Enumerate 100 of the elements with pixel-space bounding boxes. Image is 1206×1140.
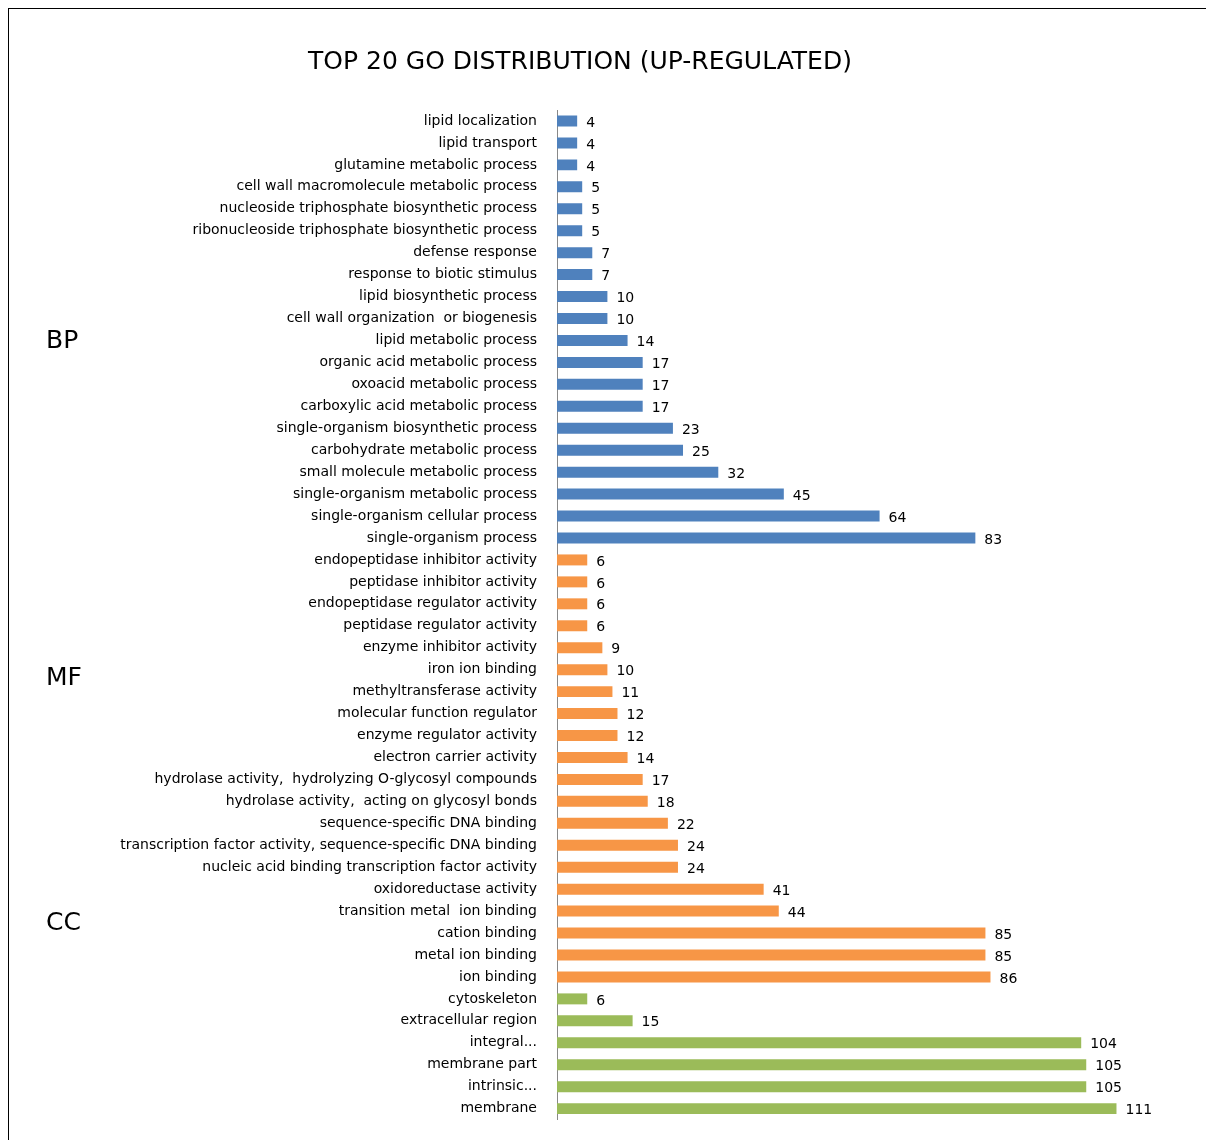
y-tick-label: sequence-specific DNA binding bbox=[319, 813, 537, 830]
y-tick-label: transcription factor activity, sequence-specific DNA binding bbox=[120, 835, 537, 852]
data-label: 17 bbox=[651, 376, 670, 393]
data-label: 32 bbox=[727, 464, 746, 481]
text: CC bbox=[46, 907, 81, 936]
bar bbox=[557, 334, 628, 346]
chart-title: TOP 20 GO DISTRIBUTION (UP-REGULATED) bbox=[307, 46, 853, 75]
bar bbox=[557, 1059, 1087, 1071]
data-label: 4 bbox=[586, 135, 596, 152]
data-label: 10 bbox=[616, 662, 635, 679]
y-tick-label: enzyme inhibitor activity bbox=[363, 638, 537, 655]
y-tick-label: carbohydrate metabolic process bbox=[311, 440, 537, 457]
data-label: 12 bbox=[626, 706, 645, 723]
y-tick-label: cytoskeleton bbox=[448, 989, 537, 1006]
data-label: 17 bbox=[651, 772, 670, 789]
bar bbox=[557, 664, 608, 676]
bar bbox=[557, 137, 578, 149]
bar bbox=[557, 883, 764, 895]
bar bbox=[557, 400, 643, 412]
data-label: 6 bbox=[596, 618, 606, 635]
data-label: 6 bbox=[596, 991, 606, 1008]
data-label: 6 bbox=[596, 552, 606, 569]
bar bbox=[557, 620, 588, 632]
data-label: 4 bbox=[586, 113, 596, 130]
data-label: 11 bbox=[621, 684, 640, 701]
data-label: 86 bbox=[999, 969, 1018, 986]
bar bbox=[557, 686, 613, 698]
y-tick-label: intrinsic... bbox=[467, 1077, 537, 1094]
bar bbox=[557, 773, 643, 785]
y-tick-label: lipid metabolic process bbox=[375, 331, 537, 348]
data-label: 25 bbox=[692, 442, 710, 459]
text: MF bbox=[46, 662, 82, 691]
y-tick-label: response to biotic stimulus bbox=[348, 265, 537, 282]
data-label: 85 bbox=[994, 925, 1013, 942]
bar bbox=[557, 554, 588, 566]
y-tick-label: metal ion binding bbox=[414, 945, 537, 962]
bar bbox=[557, 313, 608, 324]
data-label: 45 bbox=[792, 486, 811, 503]
y-tick-label: hydrolase activity, hydrolyzing O-glycosyl compounds bbox=[154, 770, 537, 787]
data-label: 17 bbox=[651, 398, 670, 415]
data-label: 111 bbox=[1125, 1101, 1153, 1118]
data-label: 14 bbox=[636, 750, 655, 767]
y-tick-label: electron carrier activity bbox=[373, 748, 537, 765]
y-tick-label: cell wall macromolecule metabolic process bbox=[236, 177, 537, 194]
bar bbox=[557, 181, 583, 193]
data-label: 24 bbox=[686, 837, 705, 854]
bar bbox=[557, 203, 583, 215]
data-label: 14 bbox=[636, 333, 655, 350]
bar bbox=[557, 751, 628, 763]
data-label: 18 bbox=[656, 794, 675, 810]
data-label: 83 bbox=[984, 530, 1003, 547]
y-tick-label: membrane part bbox=[427, 1055, 538, 1072]
data-label: 15 bbox=[641, 1013, 660, 1030]
bar bbox=[557, 444, 684, 456]
text: BP bbox=[46, 325, 79, 354]
bar bbox=[557, 1015, 633, 1027]
data-label: 5 bbox=[591, 223, 601, 240]
bar bbox=[557, 510, 880, 522]
y-tick-label: peptidase inhibitor activity bbox=[349, 572, 537, 589]
data-label: 10 bbox=[616, 311, 635, 328]
y-tick-label: enzyme regulator activity bbox=[357, 726, 537, 743]
data-label: 5 bbox=[591, 201, 601, 218]
bar bbox=[557, 356, 643, 368]
bar bbox=[557, 576, 588, 588]
y-tick-label: cell wall organization or biogenesis bbox=[286, 309, 537, 326]
data-label: 5 bbox=[591, 179, 601, 196]
data-label: 64 bbox=[888, 508, 907, 525]
y-tick-label: methyltransferase activity bbox=[352, 682, 537, 699]
bar bbox=[557, 291, 608, 303]
y-tick-label: single-organism metabolic process bbox=[293, 484, 537, 501]
y-tick-label: integral... bbox=[469, 1033, 537, 1050]
bar bbox=[557, 993, 588, 1005]
data-label: 24 bbox=[686, 859, 705, 876]
y-tick-label: single-organism cellular process bbox=[311, 506, 537, 523]
bar bbox=[557, 159, 578, 171]
data-label: 7 bbox=[601, 245, 611, 262]
y-tick-label: lipid transport bbox=[438, 133, 538, 150]
data-label: 85 bbox=[994, 947, 1013, 964]
y-tick-label: molecular function regulator bbox=[337, 704, 538, 721]
bar bbox=[557, 817, 668, 829]
bar bbox=[557, 927, 986, 939]
data-label: 17 bbox=[651, 355, 670, 372]
y-tick-label: endopeptidase inhibitor activity bbox=[314, 550, 537, 567]
y-tick-label: oxoacid metabolic process bbox=[351, 374, 537, 391]
data-label: 23 bbox=[681, 420, 700, 437]
data-label: 105 bbox=[1095, 1057, 1122, 1074]
bar bbox=[557, 861, 678, 873]
data-label: 104 bbox=[1090, 1035, 1118, 1052]
bar bbox=[557, 839, 678, 851]
data-label: 4 bbox=[586, 157, 596, 174]
data-label: 105 bbox=[1095, 1079, 1122, 1096]
y-tick-label: ribonucleoside triphosphate biosynthetic process bbox=[192, 221, 537, 238]
data-label: 6 bbox=[596, 574, 606, 591]
y-tick-label: single-organism process bbox=[366, 528, 537, 545]
bar bbox=[557, 225, 583, 237]
bar bbox=[557, 466, 719, 478]
bar bbox=[557, 795, 648, 807]
y-tick-label: nucleic acid binding transcription factor activity bbox=[202, 857, 537, 874]
data-label: 9 bbox=[611, 640, 621, 657]
y-tick-label: endopeptidase regulator activity bbox=[308, 594, 537, 611]
